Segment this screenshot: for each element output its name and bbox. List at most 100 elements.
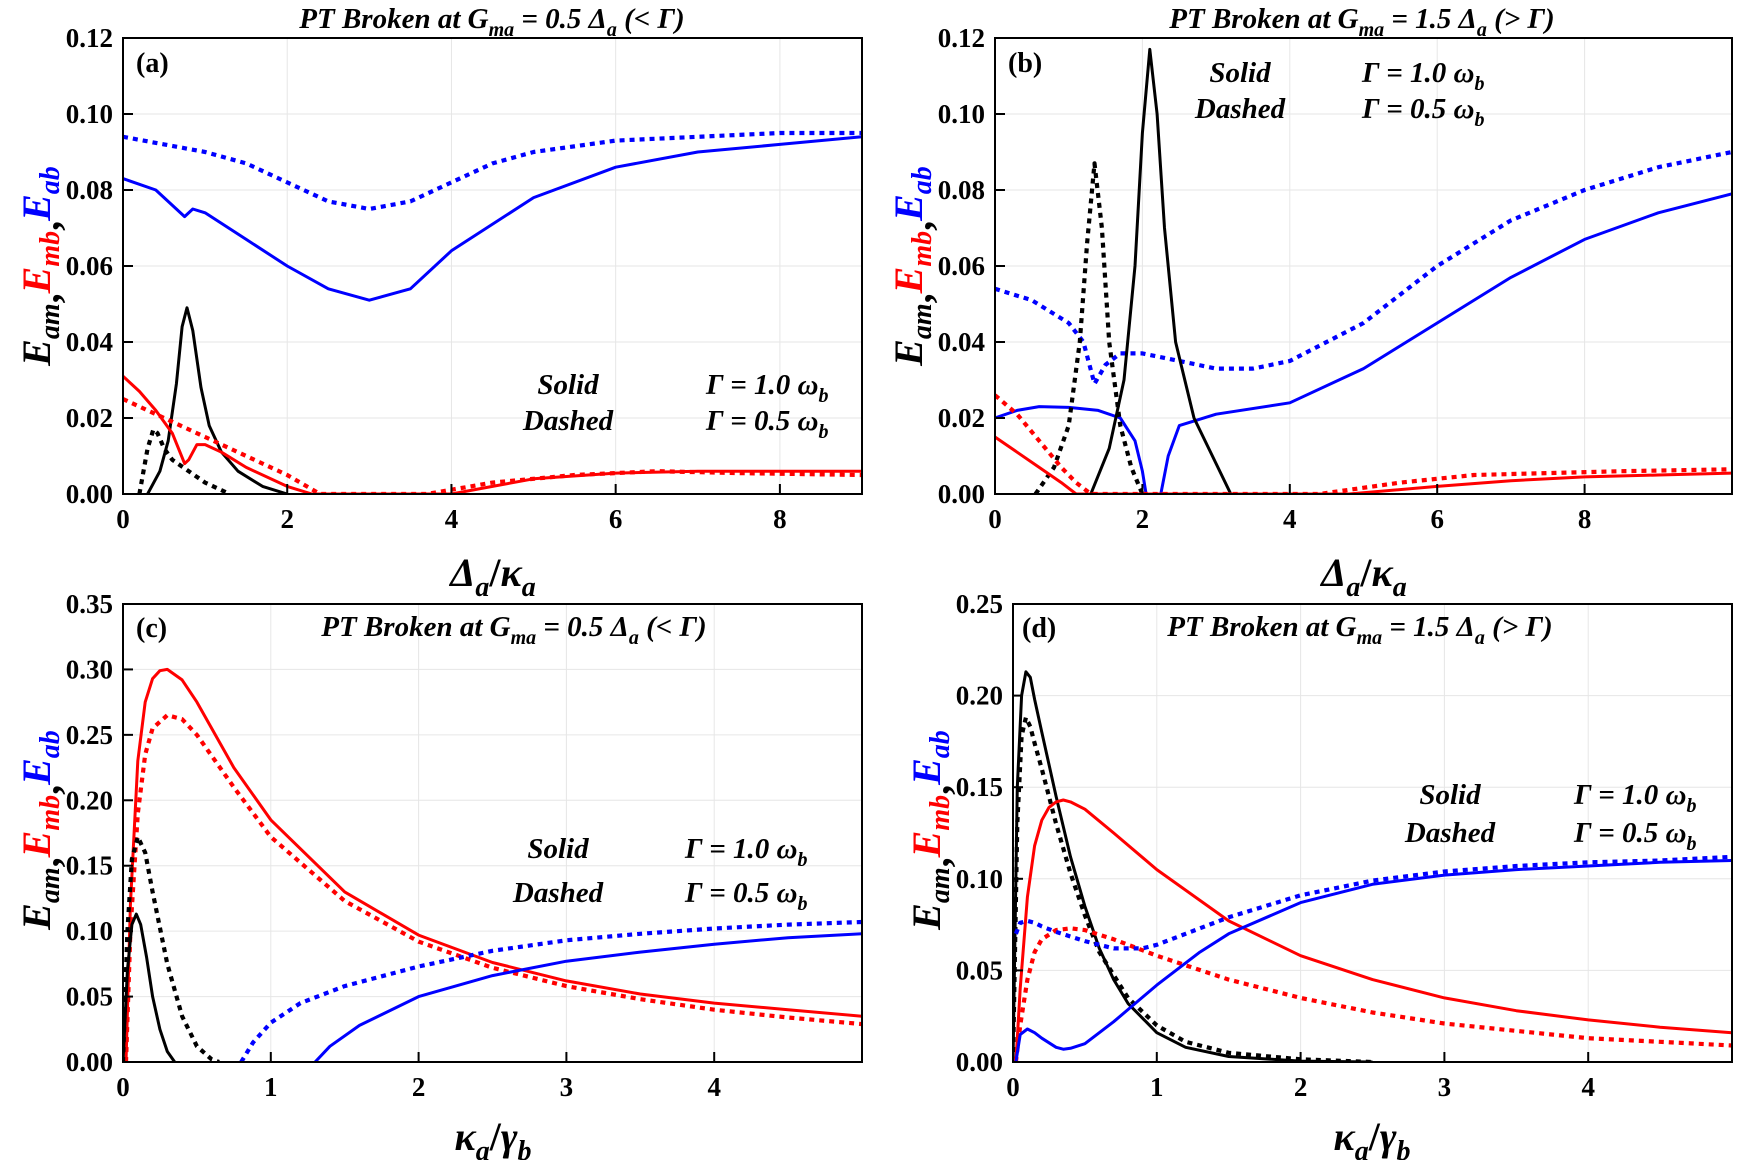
y-axis-label: Eam,Emb,Eab bbox=[14, 730, 68, 931]
y-tick-label: 0.20 bbox=[66, 785, 113, 815]
panel-title: PT Broken at Gma = 1.5 Δa (> Γ) bbox=[1166, 611, 1552, 649]
x-tick-label: 2 bbox=[1136, 504, 1150, 534]
x-tick-label: 1 bbox=[1150, 1072, 1164, 1102]
x-tick-label: 6 bbox=[609, 504, 623, 534]
series-line bbox=[123, 135, 862, 302]
y-tick-label: 0.08 bbox=[66, 175, 113, 205]
series-line bbox=[995, 393, 1732, 494]
y-tick-label: 0.12 bbox=[66, 23, 113, 53]
panel-d: 0 1 2 3 4 0.00 0.05 0.10 0.15 0.20 0.25 PT Broken a… bbox=[904, 589, 1733, 1160]
y-tick-label: 0.05 bbox=[956, 955, 1003, 985]
panel-label: (d) bbox=[1022, 613, 1056, 644]
legend-dashed-label: Dashed bbox=[1404, 817, 1496, 849]
y-tick-label: 0.10 bbox=[956, 864, 1003, 894]
panel-label: (c) bbox=[136, 613, 167, 644]
legend-solid-value: Γ = 1.0 ωb bbox=[1573, 779, 1697, 817]
y-tick-label: 0.30 bbox=[66, 654, 113, 684]
y-axis-label: Eam,Emb,Eab bbox=[904, 730, 958, 931]
legend-solid-value: Γ = 1.0 ωb bbox=[705, 369, 829, 407]
series-line bbox=[1033, 161, 1145, 494]
series-line bbox=[314, 932, 862, 1062]
x-tick-label: 4 bbox=[445, 504, 459, 534]
x-axis-label: Δa/κa bbox=[1319, 550, 1406, 603]
series-line bbox=[995, 435, 1732, 494]
legend-dashed-label: Dashed bbox=[1194, 93, 1286, 125]
x-tick-label: 0 bbox=[988, 504, 1002, 534]
x-tick-label: 3 bbox=[1438, 1072, 1452, 1102]
panel-a: 0 2 4 6 8 0.00 0.02 0.04 0.06 0.08 0.10 0.12 PT Brok… bbox=[14, 3, 863, 603]
y-tick-label: 0.10 bbox=[66, 99, 113, 129]
plot-frame bbox=[1012, 603, 1733, 1063]
legend-dashed-value: Γ = 0.5 ωb bbox=[684, 877, 808, 915]
y-tick-label: 0.00 bbox=[938, 479, 985, 509]
x-axis-label: Δa/κa bbox=[448, 550, 535, 603]
x-tick-label: 0 bbox=[1006, 1072, 1020, 1102]
series-line bbox=[1014, 798, 1732, 1062]
y-tick-label: 0.06 bbox=[938, 251, 985, 281]
x-tick-label: 3 bbox=[560, 1072, 574, 1102]
plot-frame bbox=[122, 603, 863, 1063]
panel-title: PT Broken at Gma = 1.5 Δa (> Γ) bbox=[1168, 3, 1554, 41]
series-line bbox=[1013, 715, 1373, 1062]
x-tick-label: 0 bbox=[116, 504, 130, 534]
x-tick-label: 4 bbox=[1581, 1072, 1595, 1102]
y-tick-label: 0.10 bbox=[938, 99, 985, 129]
series-line bbox=[137, 427, 231, 494]
panel-c: 0 1 2 3 4 0.00 0.05 0.10 0.15 0.20 0.25 0.30 0.35 PT … bbox=[14, 589, 863, 1160]
series-line bbox=[239, 919, 862, 1062]
panel-label: (a) bbox=[136, 48, 169, 79]
y-tick-label: 0.02 bbox=[938, 403, 985, 433]
series-line bbox=[1013, 670, 1373, 1062]
x-tick-label: 0 bbox=[116, 1072, 130, 1102]
x-axis-label: κa/γb bbox=[455, 1114, 532, 1160]
y-tick-label: 0.00 bbox=[956, 1047, 1003, 1077]
y-tick-label: 0.25 bbox=[956, 589, 1003, 619]
x-tick-label: 6 bbox=[1430, 504, 1444, 534]
series-line bbox=[1013, 854, 1732, 951]
panel-b: 0 2 4 6 8 0.00 0.02 0.04 0.06 0.08 0.10 0.12 PT Brok… bbox=[886, 3, 1733, 603]
x-tick-label: 2 bbox=[412, 1072, 426, 1102]
y-tick-label: 0.05 bbox=[66, 982, 113, 1012]
y-tick-label: 0.04 bbox=[938, 327, 985, 357]
x-tick-label: 4 bbox=[707, 1072, 721, 1102]
y-tick-label: 0.00 bbox=[66, 479, 113, 509]
series-line bbox=[1014, 859, 1732, 1062]
series-line bbox=[123, 713, 862, 1062]
x-tick-label: 2 bbox=[280, 504, 294, 534]
legend-dashed-label: Dashed bbox=[522, 405, 614, 437]
y-tick-label: 0.08 bbox=[938, 175, 985, 205]
y-tick-label: 0.20 bbox=[956, 681, 1003, 711]
x-tick-label: 8 bbox=[773, 504, 787, 534]
y-tick-label: 0.00 bbox=[66, 1047, 113, 1077]
series-line bbox=[124, 667, 862, 1062]
series-line bbox=[995, 149, 1732, 386]
y-tick-label: 0.02 bbox=[66, 403, 113, 433]
series-line bbox=[123, 397, 862, 494]
panel-title: PT Broken at Gma = 0.5 Δa (< Γ) bbox=[298, 3, 684, 41]
series-line bbox=[123, 912, 176, 1062]
x-tick-label: 2 bbox=[1294, 1072, 1308, 1102]
legend-dashed-value: Γ = 0.5 ωb bbox=[1361, 93, 1485, 131]
y-axis-label: Eam,Emb,Eab bbox=[886, 166, 940, 367]
y-tick-label: 0.15 bbox=[956, 772, 1003, 802]
panel-title: PT Broken at Gma = 0.5 Δa (< Γ) bbox=[320, 611, 706, 649]
y-tick-label: 0.10 bbox=[66, 916, 113, 946]
y-tick-label: 0.25 bbox=[66, 720, 113, 750]
series-line bbox=[146, 306, 288, 494]
legend-solid-label: Solid bbox=[1209, 57, 1271, 89]
y-tick-label: 0.12 bbox=[938, 23, 985, 53]
series-line bbox=[995, 192, 1732, 494]
x-tick-label: 1 bbox=[264, 1072, 278, 1102]
legend-dashed-label: Dashed bbox=[512, 877, 604, 909]
legend-solid-label: Solid bbox=[527, 833, 589, 865]
panel-label: (b) bbox=[1008, 48, 1042, 79]
legend-solid-label: Solid bbox=[1419, 779, 1481, 811]
legend-dashed-value: Γ = 0.5 ωb bbox=[1573, 817, 1697, 855]
series-line bbox=[123, 834, 220, 1062]
x-axis-label: κa/γb bbox=[1334, 1114, 1411, 1160]
y-tick-label: 0.04 bbox=[66, 327, 113, 357]
y-tick-label: 0.06 bbox=[66, 251, 113, 281]
legend-dashed-value: Γ = 0.5 ωb bbox=[705, 405, 829, 443]
legend-solid-value: Γ = 1.0 ωb bbox=[684, 833, 808, 871]
